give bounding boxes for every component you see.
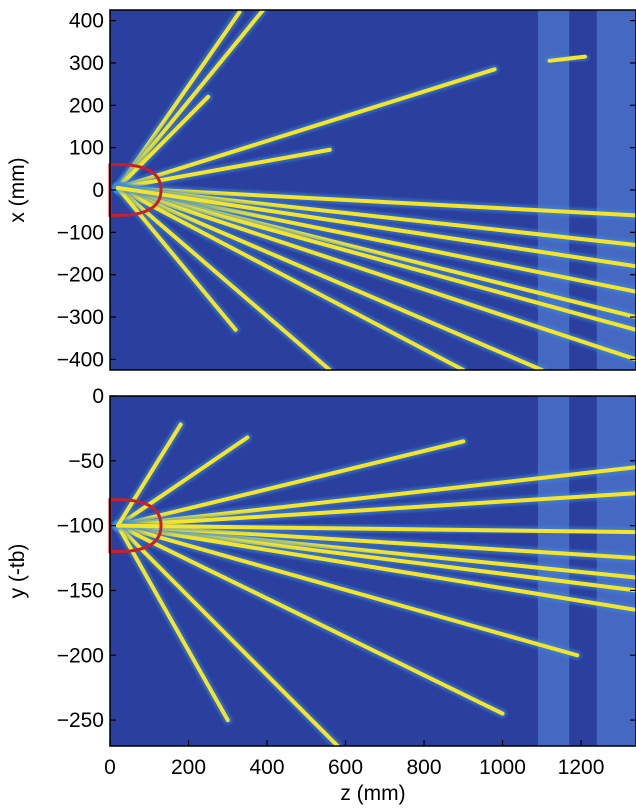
bottom-panel-xtick-label: 200 <box>171 756 206 779</box>
top-panel-tracks <box>113 10 636 370</box>
bottom-panel-track-10 <box>115 523 340 746</box>
top-panel-ytick-label: −200 <box>57 264 104 287</box>
bottom-panel-ylabel: y (-tb) <box>6 544 29 599</box>
bottom-panel-frame <box>109 395 636 747</box>
bottom-panel-ytick-label: −100 <box>57 515 104 538</box>
bottom-panel-ytick-label: −250 <box>57 709 104 732</box>
bottom-panel-track-3 <box>115 491 636 528</box>
bottom-panel-y-vs-z: −250 −200 −150 −100 −50 0 0 200 400 600 800 1000 12… <box>6 385 636 805</box>
bottom-panel-track-11 <box>115 523 230 723</box>
top-panel-ytick-label: 200 <box>69 94 104 117</box>
top-panel-track-2 <box>115 94 211 190</box>
top-panel-yticks: −400 −300 −200 −100 0 100 200 300 400 <box>57 10 636 371</box>
top-panel-ytick-label: −300 <box>57 306 104 329</box>
bottom-panel-track-12 <box>115 422 183 528</box>
bottom-panel-ytick-label: −150 <box>57 579 104 602</box>
top-panel-track-11 <box>115 185 544 370</box>
bottom-panel-xtick-label: 600 <box>328 756 363 779</box>
top-panel-track-14 <box>115 185 238 332</box>
bottom-panel-track-9 <box>115 523 505 716</box>
bottom-panel-track-0 <box>115 435 250 528</box>
top-panel-source-outline <box>108 163 163 217</box>
top-panel-track-4 <box>115 147 332 190</box>
bottom-panel-xtick-label: 1200 <box>558 756 605 779</box>
bottom-panel-xticks: 0 200 400 600 800 1000 1200 <box>104 740 604 779</box>
bottom-panel-xtick-label: 800 <box>407 756 442 779</box>
top-panel-source <box>108 163 163 217</box>
top-panel-track-5 <box>115 185 636 218</box>
top-panel-track-16 <box>547 54 587 63</box>
bottom-panel-source <box>108 498 163 554</box>
top-panel-ytick-label: −100 <box>57 221 104 244</box>
bottom-panel-track-8 <box>115 523 580 658</box>
top-panel-ylabel: x (mm) <box>6 157 29 222</box>
bottom-panel-tracks <box>113 420 636 746</box>
bottom-panel-xtick-label: 1000 <box>479 756 526 779</box>
top-panel-ytick-label: 100 <box>69 137 104 160</box>
bottom-panel-ytick-label: −50 <box>68 450 104 473</box>
top-panel-ytick-label: 400 <box>69 10 104 33</box>
top-panel-track-9 <box>115 185 636 332</box>
top-panel-track-15 <box>115 185 636 269</box>
bottom-panel-ytick-label: −200 <box>57 644 104 667</box>
top-panel-ytick-label: 0 <box>92 179 104 202</box>
bottom-panel-xtick-label: 400 <box>249 756 284 779</box>
top-panel-track-13 <box>115 185 332 370</box>
top-panel-ytick-label: −400 <box>57 348 104 371</box>
top-panel-track-10 <box>115 185 636 362</box>
bottom-panel-source-outline <box>108 498 163 554</box>
bottom-panel-xlabel: z (mm) <box>340 782 405 805</box>
bottom-panel-xtick-label: 0 <box>104 756 116 779</box>
bottom-panel-track-6 <box>115 523 636 612</box>
top-panel-bands <box>537 10 636 370</box>
bottom-panel-yticks: −250 −200 −150 −100 −50 0 <box>57 385 636 732</box>
bottom-panel-track-13 <box>115 523 636 535</box>
top-panel-track-12 <box>115 185 466 370</box>
top-panel-ytick-label: 300 <box>69 52 104 75</box>
top-panel-x-vs-z: −400 −300 −200 −100 0 100 200 300 400 x (mm) <box>6 9 636 371</box>
bottom-panel-ytick-label: 0 <box>92 385 104 408</box>
top-panel-track-3 <box>115 67 497 190</box>
bottom-panel-track-1 <box>115 439 466 528</box>
